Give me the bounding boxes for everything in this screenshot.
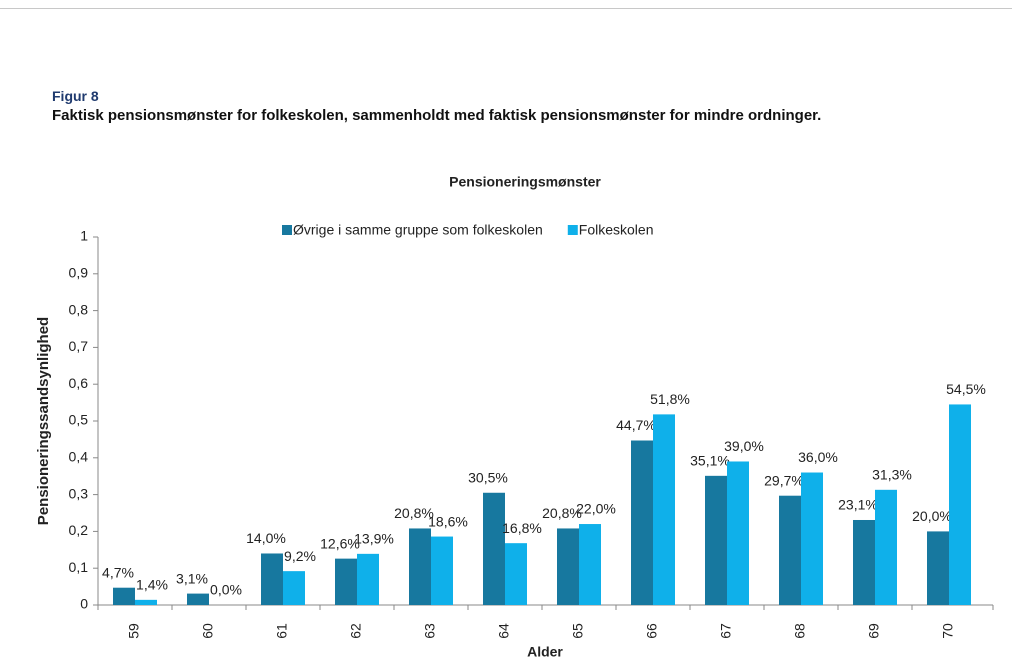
- bar: [949, 404, 971, 605]
- divider: [0, 8, 1012, 9]
- x-tick-label: 70: [940, 623, 956, 639]
- bar: [505, 543, 527, 605]
- data-label: 4,7%: [102, 564, 134, 580]
- data-label: 12,6%: [320, 535, 360, 551]
- y-tick-label: 0,5: [69, 412, 89, 428]
- data-label: 51,8%: [650, 391, 690, 407]
- y-axis-label: Pensioneringssandsynlighed: [35, 317, 52, 525]
- bar: [261, 553, 283, 605]
- y-tick-label: 0,1: [69, 559, 89, 575]
- y-tick-label: 0,8: [69, 301, 89, 317]
- y-tick-label: 0,3: [69, 485, 89, 501]
- bar: [409, 528, 431, 605]
- x-axis-label: Alder: [527, 644, 563, 660]
- data-label: 23,1%: [838, 497, 878, 513]
- data-label: 14,0%: [246, 530, 286, 546]
- x-tick-label: 67: [718, 623, 734, 639]
- bar: [483, 492, 505, 605]
- x-tick-label: 66: [644, 623, 660, 639]
- bar: [187, 593, 209, 605]
- bar: [875, 489, 897, 605]
- data-label: 16,8%: [502, 520, 542, 536]
- data-label: 3,1%: [176, 570, 208, 586]
- y-tick-label: 1: [80, 228, 88, 244]
- x-tick-label: 69: [866, 623, 882, 639]
- data-label: 20,8%: [542, 505, 582, 521]
- data-label: 22,0%: [576, 501, 616, 517]
- y-tick-label: 0: [80, 596, 88, 612]
- bar: [135, 599, 157, 605]
- y-tick-label: 0,6: [69, 375, 89, 391]
- figure-label: Figur 8: [52, 88, 99, 104]
- bar: [853, 519, 875, 605]
- legend-label: Øvrige i samme gruppe som folkeskolen: [293, 222, 543, 238]
- x-tick-label: 61: [274, 623, 290, 639]
- bar: [705, 475, 727, 605]
- legend-swatch: [567, 225, 578, 235]
- data-label: 18,6%: [428, 513, 468, 529]
- bar: [431, 536, 453, 605]
- y-tick-label: 0,9: [69, 265, 89, 281]
- data-label: 20,0%: [912, 508, 952, 524]
- bar: [927, 531, 949, 605]
- data-label: 20,8%: [394, 505, 434, 521]
- x-tick-label: 68: [792, 623, 808, 639]
- data-label: 44,7%: [616, 417, 656, 433]
- x-tick-label: 63: [422, 623, 438, 639]
- data-label: 29,7%: [764, 472, 804, 488]
- x-tick-label: 60: [200, 623, 216, 639]
- legend-label: Folkeskolen: [579, 222, 654, 238]
- bar: [283, 571, 305, 605]
- bar: [557, 528, 579, 605]
- data-label: 54,5%: [946, 381, 986, 397]
- bar: [779, 495, 801, 605]
- x-tick-label: 59: [126, 623, 142, 639]
- figure-title: Faktisk pensionsmønster for folkeskolen,…: [52, 107, 822, 124]
- bar: [727, 461, 749, 605]
- data-label: 9,2%: [284, 548, 316, 564]
- legend-swatch: [282, 225, 292, 235]
- bar: [653, 414, 675, 605]
- data-label: 1,4%: [136, 577, 168, 593]
- chart-title: Pensioneringsmønster: [449, 174, 601, 190]
- data-label: 36,0%: [798, 449, 838, 465]
- data-label: 35,1%: [690, 453, 730, 469]
- y-tick-label: 0,7: [69, 338, 89, 354]
- data-label: 31,3%: [872, 467, 912, 483]
- data-label: 13,9%: [354, 531, 394, 547]
- bar: [579, 524, 601, 605]
- bar: [801, 472, 823, 605]
- x-tick-label: 64: [496, 623, 512, 639]
- y-tick-label: 0,4: [69, 449, 89, 465]
- y-tick-label: 0,2: [69, 522, 89, 538]
- data-label: 0,0%: [210, 582, 242, 598]
- data-label: 39,0%: [724, 438, 764, 454]
- x-tick-label: 65: [570, 623, 586, 639]
- bar: [631, 440, 653, 605]
- bar: [357, 553, 379, 605]
- bar: [113, 587, 135, 605]
- x-tick-label: 62: [348, 623, 364, 639]
- bar: [335, 558, 357, 605]
- data-label: 30,5%: [468, 469, 508, 485]
